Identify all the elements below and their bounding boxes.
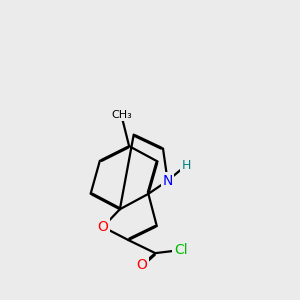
Text: CH₃: CH₃	[111, 110, 132, 120]
Text: O: O	[136, 259, 147, 272]
Text: N: N	[162, 174, 173, 188]
Text: O: O	[98, 220, 108, 234]
Text: Cl: Cl	[174, 243, 188, 257]
Text: H: H	[182, 159, 191, 172]
